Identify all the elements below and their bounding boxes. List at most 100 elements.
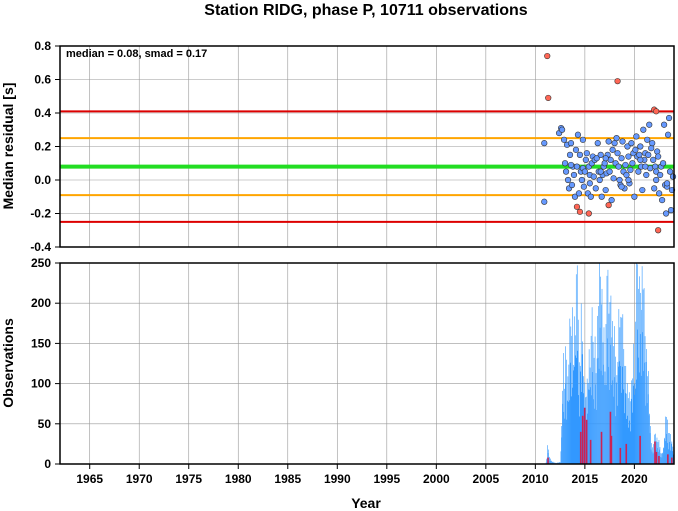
x-tick-label: 1970 <box>126 472 153 486</box>
observation-bar <box>567 376 569 464</box>
observation-bar <box>603 364 604 464</box>
scatter-point <box>618 155 625 162</box>
observation-bar <box>608 313 610 464</box>
outlier-bar <box>547 457 549 464</box>
observation-bar <box>660 457 661 464</box>
observation-bar <box>621 392 622 464</box>
observation-bar <box>552 461 554 464</box>
observation-bar <box>612 380 614 464</box>
observation-bar <box>622 366 623 464</box>
observation-bar <box>576 357 578 464</box>
observation-bar <box>610 344 611 464</box>
observation-bar <box>599 263 600 464</box>
observation-bar <box>570 362 571 464</box>
outlier-bar <box>671 457 673 464</box>
bottom-y-tick-label: 250 <box>31 256 51 270</box>
scatter-point <box>576 151 584 158</box>
observation-bar <box>668 449 670 464</box>
x-tick-label: 2005 <box>472 472 499 486</box>
outlier-bar <box>585 419 588 464</box>
observation-bar <box>573 370 575 464</box>
scatter-point <box>580 183 587 190</box>
observation-bar <box>628 392 630 464</box>
observation-bar <box>565 346 566 464</box>
observation-bar <box>561 426 562 464</box>
scatter-point <box>573 203 581 210</box>
scatter-point <box>594 140 601 147</box>
scatter-point <box>649 140 656 147</box>
x-tick-label: 1965 <box>76 472 103 486</box>
observation-bar <box>572 364 574 464</box>
observation-bar <box>670 450 672 464</box>
observation-bar <box>588 389 589 464</box>
observation-bar <box>574 335 576 464</box>
observation-bar <box>596 409 597 464</box>
scatter-point <box>665 114 673 122</box>
observation-bar <box>636 329 638 464</box>
observation-bar <box>629 420 631 464</box>
scatter-point <box>646 121 653 128</box>
scatter-point <box>541 198 548 205</box>
observation-bar <box>619 361 620 464</box>
observation-bar <box>577 350 579 464</box>
observation-bar <box>662 452 663 464</box>
observation-bar <box>588 349 590 464</box>
scatter-point <box>590 173 597 180</box>
observation-bar <box>658 440 660 464</box>
top-scatter-points <box>541 52 677 234</box>
observation-bar <box>611 384 612 464</box>
observation-bar <box>607 269 609 464</box>
observation-bar <box>597 357 599 464</box>
observation-bar <box>662 453 664 464</box>
observation-bar <box>666 433 668 464</box>
observation-bar <box>667 442 669 464</box>
scatter-point <box>608 197 615 204</box>
scatter-point <box>567 140 575 147</box>
scatter-point <box>618 183 625 190</box>
observation-bar <box>609 389 610 464</box>
observation-bar <box>633 343 634 464</box>
top-y-tick-labels: 0.8 0.6 0.4 0.2 0.0 -0.2 -0.4 <box>30 39 60 254</box>
scatter-point <box>601 160 608 167</box>
scatter-point <box>631 193 638 200</box>
observation-bar <box>600 276 601 464</box>
observation-bar <box>621 317 623 464</box>
observation-bar <box>595 384 596 464</box>
scatter-point <box>571 193 579 200</box>
scatter-point <box>627 166 634 174</box>
observation-bar <box>595 373 597 464</box>
bottom-y-tick-label: 0 <box>44 457 51 471</box>
observation-bar <box>560 462 561 464</box>
top-y-tick-label: 0.0 <box>34 173 51 187</box>
observation-bar <box>582 341 583 464</box>
scatter-point <box>622 161 629 169</box>
top-y-tick-label: -0.2 <box>30 207 51 221</box>
observation-bar <box>671 443 672 464</box>
observation-bar <box>585 397 586 464</box>
observation-bar <box>651 443 652 464</box>
outlier-bar <box>655 451 658 464</box>
observation-bar <box>548 458 550 464</box>
observation-bar <box>599 327 601 464</box>
scatter-point <box>614 78 621 85</box>
scatter-point <box>628 140 635 147</box>
scatter-point <box>645 151 652 158</box>
observation-bar <box>618 366 619 464</box>
bottom-y-axis-label: Observations <box>0 318 16 408</box>
observation-bar <box>569 318 571 464</box>
observation-bar <box>620 316 622 464</box>
outlier-bar <box>658 455 660 464</box>
scatter-point <box>654 148 661 155</box>
scatter-point <box>666 168 674 175</box>
x-tick-label: 2015 <box>572 472 599 486</box>
observation-bar <box>581 354 583 464</box>
scatter-point <box>656 190 663 197</box>
observation-bar <box>570 326 572 464</box>
observation-bar <box>633 394 635 464</box>
scatter-point <box>582 156 589 163</box>
scatter-point <box>651 185 658 192</box>
observation-bar <box>563 353 564 464</box>
scatter-point <box>598 193 605 200</box>
observation-bar <box>587 382 589 464</box>
observation-bar <box>625 418 627 464</box>
